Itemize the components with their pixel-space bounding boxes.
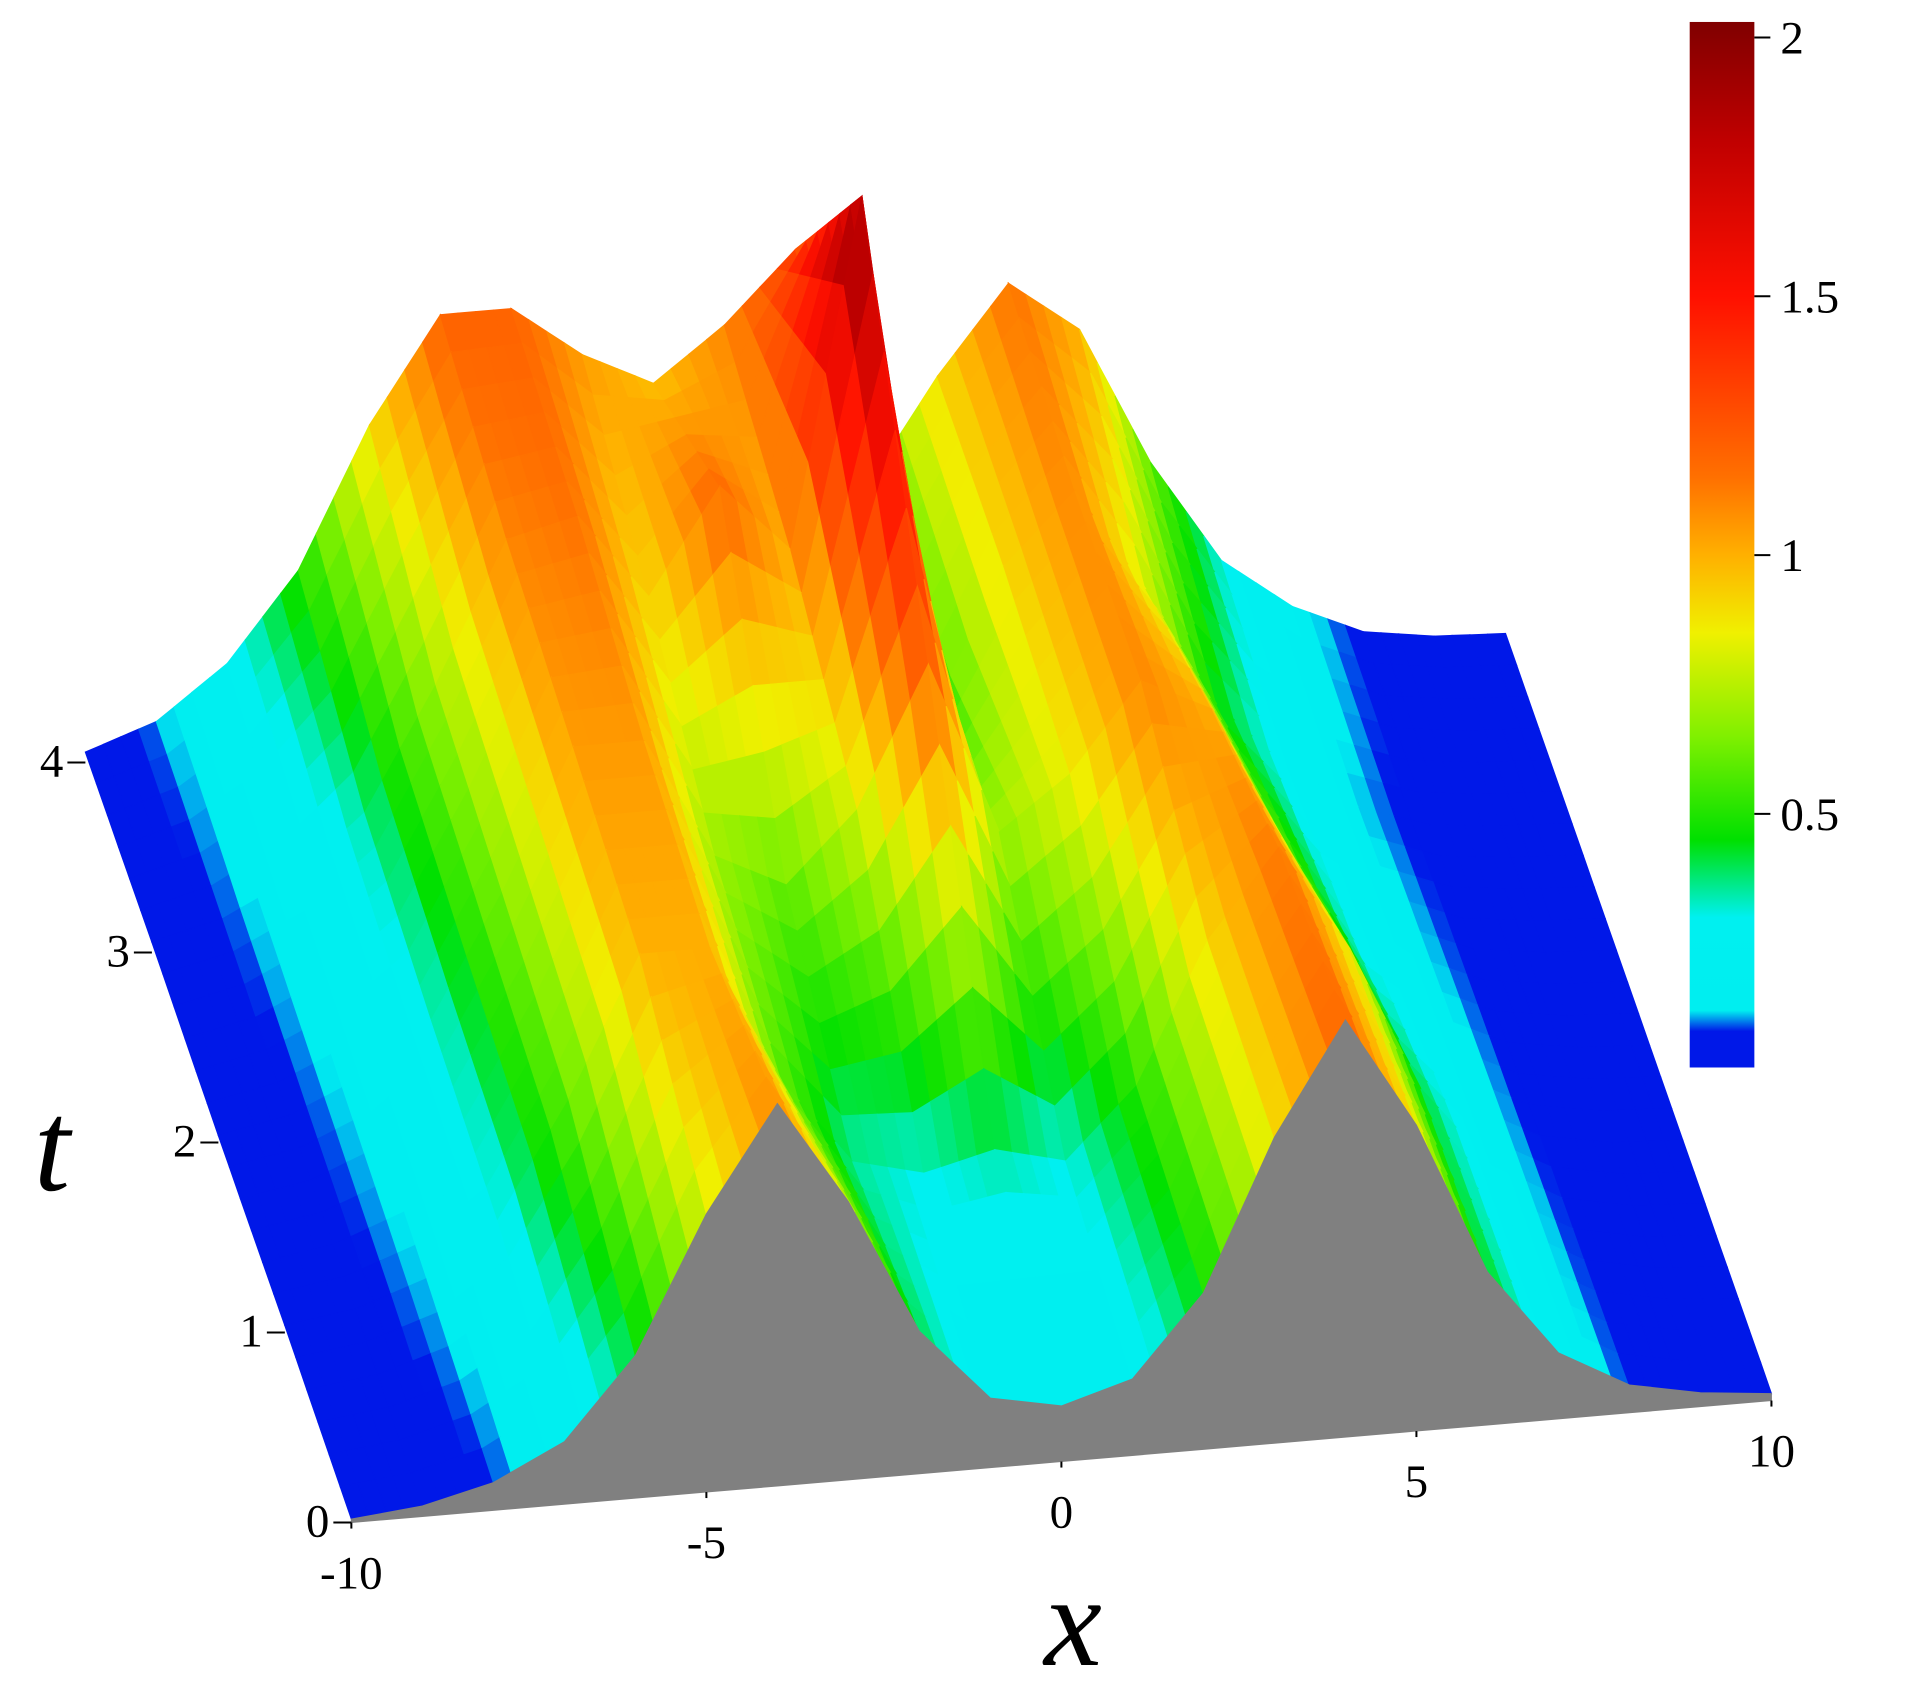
x-tick-label: 0 [1050, 1487, 1074, 1539]
x-axis-title: x [1042, 1550, 1102, 1688]
axes: 0 1 2 3 4 -10 -5 0 5 10 0.5 1 1.5 2 [40, 12, 1839, 1599]
x-tick-label: 10 [1748, 1426, 1795, 1478]
y-tick-label: 0 [306, 1496, 330, 1548]
front-side [350, 1018, 1772, 1524]
colorbar-tick-label: 1.5 [1780, 271, 1839, 323]
colorbar-tick-label: 2 [1780, 12, 1804, 64]
surface [84, 194, 1773, 1524]
y-tick-label: 3 [106, 926, 130, 978]
y-axis-title: t [34, 1075, 73, 1219]
y-tick-label: 2 [173, 1116, 197, 1168]
colorbar [1689, 21, 1755, 1068]
x-tick-label: -5 [687, 1517, 726, 1569]
colorbar-tick-label: 0.5 [1780, 789, 1839, 841]
y-tick-label: 1 [239, 1306, 263, 1358]
colorbar-tick-label: 1 [1780, 530, 1804, 582]
x-tick-label: -10 [320, 1548, 383, 1600]
x-tick-label: 5 [1405, 1456, 1429, 1508]
y-tick-label: 4 [40, 736, 64, 788]
